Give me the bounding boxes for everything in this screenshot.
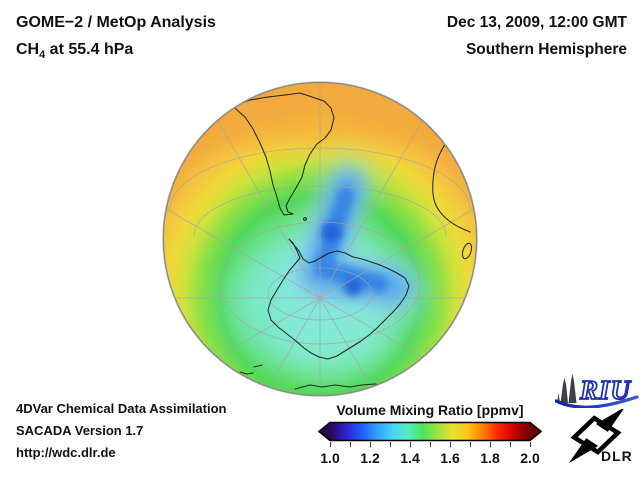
riu-swoosh: [554, 395, 639, 409]
colorbar-tick-label: 1.4: [400, 450, 420, 466]
colorbar-tick-label: 1.2: [360, 450, 380, 466]
polar-teal-tail: [279, 305, 389, 373]
dlr-arrow-icon: [568, 406, 626, 464]
credit-line-version: SACADA Version 1.7: [16, 423, 144, 438]
colorbar-tick-label: 1.6: [440, 450, 460, 466]
pole-point: [318, 296, 322, 300]
dlr-logo-svg: DLR: [568, 406, 633, 464]
hemisphere-label: Southern Hemisphere: [465, 41, 627, 58]
colorbar-minor-tick: [389, 442, 391, 447]
species-subscript: 4: [39, 49, 46, 62]
product-header: GOME−2 / MetOp Analysis CH4 at 55.4 hPa: [16, 13, 216, 65]
riu-logo-svg: RIU: [554, 374, 639, 409]
africa-coast: [432, 133, 471, 233]
colorbar-minor-tick: [349, 442, 351, 447]
colorbar-tick-label: 2.0: [520, 450, 540, 466]
globe-svg: [162, 81, 478, 397]
riu-wordmark: RIU: [579, 375, 632, 405]
colorbar-title: Volume Mixing Ratio [ppmv]: [336, 402, 524, 418]
globe-rim: [162, 81, 478, 397]
colorbar-tick-labels: 1.0 1.2 1.4 1.6 1.8 2.0: [318, 450, 542, 466]
colorbar-minor-tick: [469, 442, 471, 447]
south-america-coast: [232, 92, 335, 216]
new-zealand-north-island: [253, 364, 263, 368]
credit-line-assimilation: 4DVar Chemical Data Assimilation: [16, 401, 227, 416]
colorbar-minor-tick: [509, 442, 511, 447]
colorbar-tick-label: 1.0: [320, 450, 340, 466]
credit-line-url: http://wdc.dlr.de: [16, 445, 116, 460]
dlr-logo: DLR: [565, 406, 637, 470]
colorbar-minor-tick: [369, 442, 371, 447]
dlr-wordmark: DLR: [601, 448, 633, 464]
antarctica-coast: [267, 238, 410, 360]
datetime-label: Dec 13, 2009, 12:00 GMT: [446, 14, 627, 31]
vortex-core-lower: [344, 278, 362, 296]
colorbar-arrow-bar: [318, 421, 542, 442]
madagascar-coast: [461, 242, 473, 260]
product-title: GOME−2 / MetOp Analysis: [16, 14, 216, 31]
datetime-header: Dec 13, 2009, 12:00 GMT Southern Hemisph…: [447, 13, 627, 59]
cathedral-spire-icon: [557, 374, 577, 403]
falkland-islands: [303, 217, 307, 221]
colorbar-minor-tick: [429, 442, 431, 447]
colorbar-minor-tick: [329, 442, 331, 447]
colorbar-minor-tick: [449, 442, 451, 447]
globe-outer-halo: [162, 81, 478, 397]
colorbar-minor-tick: [489, 442, 491, 447]
globe-map: [162, 81, 478, 397]
colorbar: Volume Mixing Ratio [ppmv] 1.0 1.2 1.4 1.6 1…: [318, 402, 542, 466]
colorbar-gradient-bar: [318, 421, 542, 442]
coastlines: [232, 92, 473, 390]
credits: 4DVar Chemical Data Assimilation SACADA …: [16, 401, 227, 467]
vortex-hook-inner: [313, 186, 389, 293]
australia-coast: [294, 383, 383, 390]
vortex-core-upper: [321, 222, 341, 242]
species-level-label: CH4 at 55.4 hPa: [16, 41, 134, 62]
riu-logo: RIU: [554, 372, 639, 413]
new-zealand-south-island: [239, 371, 254, 375]
colorbar-tick-label: 1.8: [480, 450, 500, 466]
colorbar-minor-tick: [409, 442, 411, 447]
colorbar-minor-tick: [529, 442, 531, 447]
colorbar-ticks: [318, 442, 542, 448]
